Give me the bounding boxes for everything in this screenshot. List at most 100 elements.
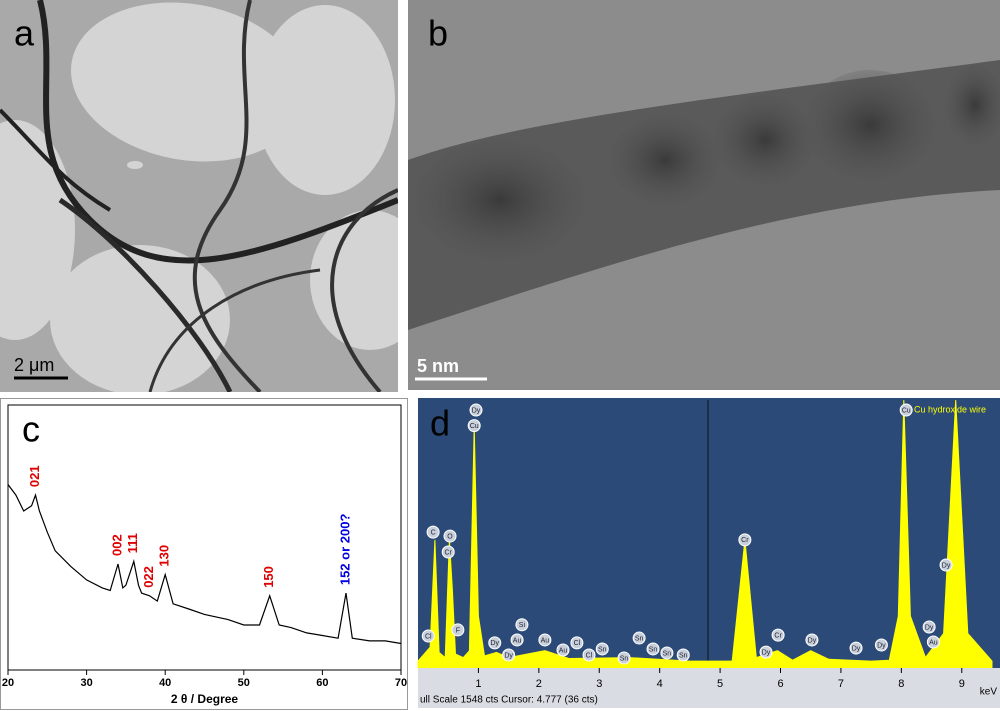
element-label: O <box>447 533 453 540</box>
element-label: Dy <box>942 562 951 569</box>
element-marker <box>556 643 570 657</box>
element-marker <box>582 648 596 662</box>
element-marker <box>426 525 440 539</box>
element-marker <box>646 642 660 656</box>
element-marker <box>469 403 483 417</box>
element-label: Cl <box>586 652 593 659</box>
element-label: Au <box>559 647 568 654</box>
x-tick-label: 60 <box>316 677 328 689</box>
element-marker <box>849 641 863 655</box>
spectrum-title: Cu hydroxide wire <box>914 404 986 414</box>
element-label: F <box>456 627 460 634</box>
x-tick-label: 30 <box>80 677 92 689</box>
element-label: Au <box>541 637 550 644</box>
element-label: Cu <box>902 407 911 414</box>
x-tick-label: 4 <box>657 678 663 690</box>
element-marker <box>939 558 953 572</box>
element-marker <box>805 633 819 647</box>
element-marker <box>467 419 481 433</box>
x-axis-label: 2 θ / Degree <box>171 692 239 706</box>
element-label: Dy <box>925 624 934 631</box>
element-marker <box>421 629 435 643</box>
element-marker <box>570 636 584 650</box>
element-label: Dy <box>472 407 481 414</box>
element-label: Cr <box>445 549 453 556</box>
peak-label: 002 <box>109 534 124 556</box>
panel-label: d <box>430 403 450 444</box>
x-tick-label: 5 <box>717 678 723 690</box>
element-marker <box>443 529 457 543</box>
element-label: Sn <box>663 650 672 657</box>
element-marker <box>488 636 502 650</box>
element-label: Dy <box>808 637 817 644</box>
element-marker <box>632 631 646 645</box>
scale-bar-label: 5 nm <box>417 356 459 376</box>
element-marker <box>502 648 516 662</box>
element-label: Cr <box>774 632 782 639</box>
panel-b-image <box>408 0 1000 390</box>
element-marker <box>922 620 936 634</box>
element-label: Sn <box>635 635 644 642</box>
x-tick-label: 70 <box>395 677 407 689</box>
element-marker <box>441 545 455 559</box>
element-marker <box>515 618 529 632</box>
element-label: Dy <box>504 652 513 659</box>
element-marker <box>451 623 465 637</box>
element-label: Cl <box>425 633 432 640</box>
element-marker <box>759 645 773 659</box>
peak-label: 152 or 200? <box>337 514 352 586</box>
element-marker <box>899 403 913 417</box>
element-marker <box>660 646 674 660</box>
element-label: Dy <box>877 642 886 649</box>
element-label: Cl <box>574 640 581 647</box>
element-marker <box>771 628 785 642</box>
element-label: Sn <box>679 652 688 659</box>
element-marker <box>874 638 888 652</box>
element-label: Sn <box>598 646 607 653</box>
x-tick-label: 8 <box>898 678 904 690</box>
x-tick-label: 9 <box>959 678 965 690</box>
element-marker <box>510 633 524 647</box>
element-label: Sn <box>649 646 658 653</box>
panel-label: c <box>22 409 40 450</box>
peak-label: 150 <box>261 566 276 588</box>
peak-label: 130 <box>157 545 172 567</box>
peak-label: 021 <box>27 465 42 487</box>
x-tick-label: 1 <box>475 678 481 690</box>
x-tick-label: 50 <box>238 677 250 689</box>
x-tick-label: 40 <box>159 677 171 689</box>
element-label: Cu <box>470 423 479 430</box>
element-marker <box>676 648 690 662</box>
element-label: Cr <box>741 537 749 544</box>
element-marker <box>595 642 609 656</box>
element-marker <box>738 533 752 547</box>
x-tick-label: 7 <box>838 678 844 690</box>
x-tick-label: 6 <box>777 678 783 690</box>
element-label: Au <box>513 637 522 644</box>
peak-label: 111 <box>125 533 140 553</box>
x-tick-label: 2 <box>536 678 542 690</box>
panel-label: b <box>428 13 448 54</box>
x-tick-label: 20 <box>2 677 14 689</box>
element-label: Au <box>929 639 938 646</box>
element-label: Dy <box>490 640 499 647</box>
panel-c-frame <box>0 398 408 710</box>
axis-strip <box>418 668 1000 708</box>
scale-bar-label: 2 μm <box>14 355 54 375</box>
x-axis-label: keV <box>980 687 998 698</box>
peak-label: 022 <box>141 566 156 588</box>
panel-label: a <box>14 13 35 54</box>
element-marker <box>617 651 631 665</box>
status-text: ull Scale 1548 cts Cursor: 4.777 (36 cts… <box>420 695 598 706</box>
plot-frame <box>7 404 402 671</box>
element-label: Dy <box>852 645 861 652</box>
element-label: Dy <box>762 649 771 656</box>
element-label: C <box>431 529 436 536</box>
element-marker <box>926 635 940 649</box>
element-marker <box>538 633 552 647</box>
xrd-curve <box>7 484 402 645</box>
element-label: Si <box>519 622 526 629</box>
panel-a-image <box>0 0 398 392</box>
element-label: Sn <box>620 655 629 662</box>
